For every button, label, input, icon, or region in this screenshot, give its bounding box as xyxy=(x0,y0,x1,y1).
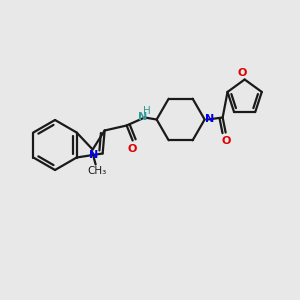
Text: H: H xyxy=(143,106,151,116)
Text: N: N xyxy=(205,113,214,124)
Text: CH₃: CH₃ xyxy=(87,166,106,176)
Text: O: O xyxy=(238,68,247,77)
Text: N: N xyxy=(138,112,147,122)
Text: O: O xyxy=(128,143,137,154)
Text: N: N xyxy=(89,149,98,160)
Text: O: O xyxy=(222,136,231,146)
